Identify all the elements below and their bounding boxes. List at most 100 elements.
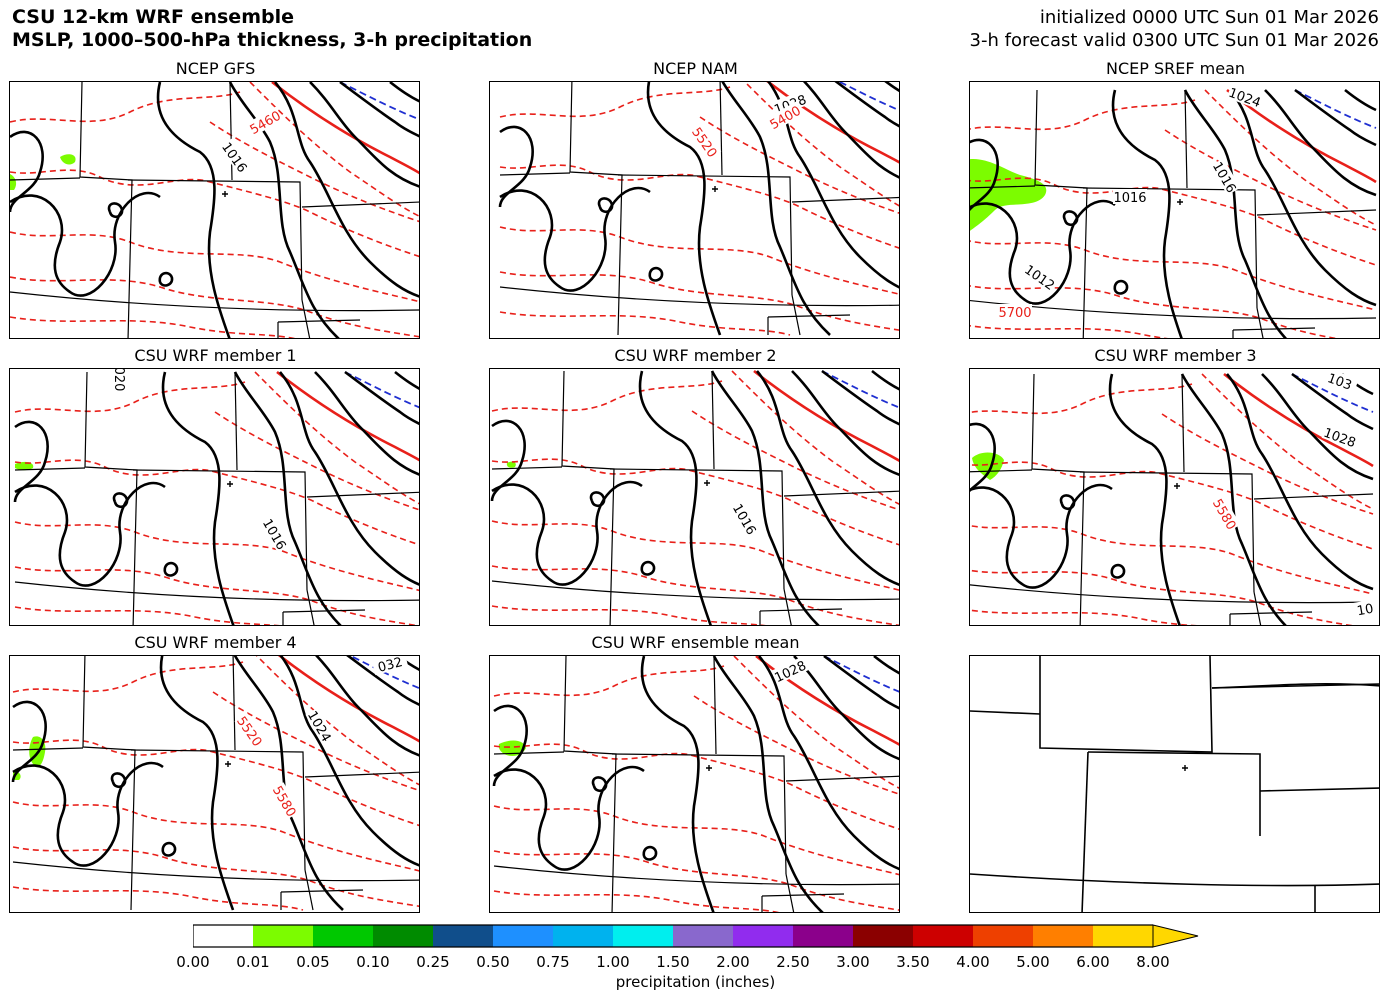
thickness-contour — [12, 886, 304, 911]
title-line-2: MSLP, 1000–500-hPa thickness, 3-h precip… — [12, 29, 533, 51]
map-canvas: 1028 — [492, 656, 899, 912]
map-layers — [11, 656, 419, 911]
panel-title-member1: CSU WRF member 1 — [134, 346, 297, 365]
thickness-cold-contour — [339, 82, 419, 121]
state-border — [1184, 89, 1188, 189]
state-border — [1082, 187, 1258, 309]
state-border — [1087, 751, 1261, 836]
state-border — [785, 775, 899, 782]
state-border — [12, 747, 84, 751]
contour-label-bg — [1346, 598, 1379, 619]
contour-label-bg — [260, 515, 291, 553]
colorbar-tick-label: 3.50 — [896, 953, 930, 971]
contour-label-bg — [1210, 495, 1241, 533]
mslp-isobar — [1062, 210, 1079, 227]
thickness-contour — [499, 271, 899, 331]
colorbar-tick-label: 5.00 — [1016, 953, 1050, 971]
mslp-isobar — [1180, 373, 1287, 625]
mslp-isobar — [1344, 88, 1377, 112]
colorbar-segment — [373, 925, 433, 947]
mslp-isobar — [161, 841, 177, 857]
state-border — [306, 589, 315, 625]
mslp-isobar — [834, 82, 899, 128]
mslp-isobar — [395, 656, 419, 672]
mslp-isobar — [721, 82, 831, 336]
mslp-isobar — [112, 492, 129, 509]
thickness-contour — [733, 656, 899, 789]
state-border — [1031, 373, 1085, 625]
mslp-isobar — [1111, 89, 1183, 338]
map-panel-member4: 032 5520 1024 5580 — [9, 655, 420, 913]
state-border — [79, 82, 133, 338]
mslp-isobar — [1226, 373, 1374, 591]
state-border — [1081, 751, 1089, 912]
state-border — [277, 319, 361, 338]
thickness-contour — [10, 276, 419, 338]
mslp-isobar — [110, 772, 127, 789]
contour-label-bg — [1210, 158, 1241, 196]
state-border — [791, 196, 899, 203]
precip-area — [506, 461, 516, 468]
contour-label-bg — [234, 712, 267, 749]
mslp-isobar — [1110, 563, 1126, 579]
mslp-isobar — [1113, 279, 1129, 295]
contour-label: 1024 — [1226, 86, 1262, 111]
thickness-contour — [12, 846, 419, 908]
state-border — [563, 656, 617, 912]
colorbar-tick-label: 0.10 — [356, 953, 390, 971]
colorbar-tick-label: 1.50 — [656, 953, 690, 971]
state-border — [493, 865, 899, 886]
colorbar-segment — [1093, 925, 1153, 947]
contour-label: 032 — [376, 656, 404, 676]
mslp-isobar — [589, 491, 606, 508]
precip-area — [60, 154, 76, 165]
state-border — [1211, 683, 1379, 689]
mslp-isobar — [597, 197, 614, 214]
mslp-isobar — [158, 271, 174, 287]
thickness-contour — [12, 661, 244, 693]
state-border — [280, 889, 364, 910]
station-marker — [227, 481, 233, 487]
precip-colorbar — [193, 924, 1199, 948]
station-marker — [706, 765, 712, 771]
mslp-isobar — [346, 656, 419, 707]
contour-label: 10 — [1356, 602, 1375, 620]
contour-label-bg — [730, 500, 761, 538]
map-panel-member3: 103 1028 5580 10 — [969, 368, 1380, 626]
mslp-isobar — [646, 82, 722, 336]
contour-label-bg — [689, 123, 722, 160]
mslp-isobar — [640, 560, 656, 576]
panel-title-ens-mean: CSU WRF ensemble mean — [591, 633, 800, 652]
thickness-contour — [254, 371, 419, 505]
state-border — [132, 469, 308, 591]
mslp-isobar — [233, 656, 344, 911]
contour-label-bg — [113, 369, 128, 396]
mslp-isobar — [107, 202, 124, 219]
thickness-contour — [493, 850, 899, 911]
precip-area — [498, 740, 526, 756]
state-border — [767, 314, 851, 335]
state-border — [1256, 209, 1377, 216]
thickness-contour — [970, 569, 1353, 625]
state-border — [1039, 656, 1213, 753]
state-border — [130, 749, 306, 871]
map-panel-member1: 020 1016 — [9, 368, 420, 626]
contour-label-bg — [246, 106, 284, 137]
mslp-isobar — [873, 656, 899, 675]
thickness-cold-contour — [1291, 373, 1374, 413]
contour-label-bg — [305, 707, 336, 745]
precip-area — [10, 174, 17, 190]
mslp-isobar — [314, 371, 419, 476]
mslp-isobar — [156, 82, 231, 338]
precip-area — [972, 452, 1004, 480]
map-layers — [498, 82, 899, 336]
mslp-isobar — [233, 371, 342, 625]
title-line-1: CSU 12-km WRF ensemble — [12, 6, 294, 28]
colorbar-tick-label: 4.00 — [956, 953, 990, 971]
thickness-contour — [12, 739, 419, 827]
map-panel-ens-mean: 1028 — [489, 655, 900, 913]
mslp-isobar — [821, 369, 899, 426]
state-border — [12, 861, 419, 882]
state-border — [783, 490, 899, 497]
